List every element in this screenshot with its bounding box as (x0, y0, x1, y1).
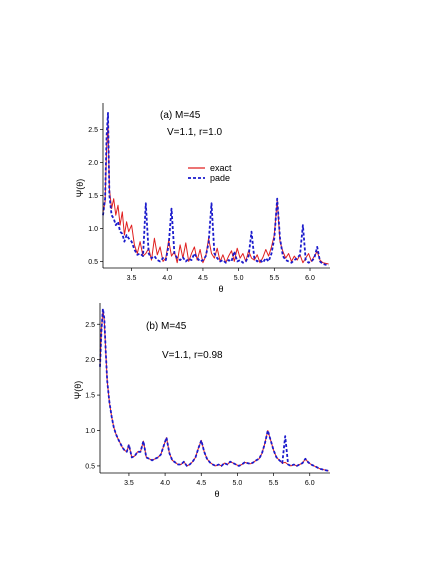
panel-a-y-tick-label: 1.5 (88, 193, 98, 200)
panel-a-series-exact (102, 122, 329, 265)
panel-a-y-tick-label: 1.0 (88, 226, 98, 233)
panel-a: 3.5 4.0 4.5 5.0 5.5 6.0 0.5 1.0 1.5 2.0 2.5 (a) M=… (75, 103, 330, 294)
panel-b-y-tick-label: 1.0 (85, 428, 95, 435)
panel-b-data-layer (99, 307, 329, 472)
panel-a-y-tick-label: 2.5 (88, 127, 98, 134)
panel-b-x-tick-label: 6.0 (305, 480, 315, 487)
panel-b-y-label: Ψ(θ) (73, 381, 83, 400)
panel-a-annotation-params: V=1.1, r=1.0 (167, 127, 222, 138)
panel-b-y-tick-label: 0.5 (85, 463, 95, 470)
panel-a-x-tick-label: 5.0 (234, 275, 244, 282)
panel-a-x-tick-label: 6.0 (305, 275, 315, 282)
panel-a-legend: exact pade (188, 163, 232, 183)
panel-b-annotation-params: V=1.1, r=0.98 (162, 350, 223, 361)
panel-b-series-pade (99, 307, 329, 472)
legend-exact-label: exact (210, 163, 232, 173)
panel-b-y-tick-label: 1.5 (85, 393, 95, 400)
panel-a-x-tick-label: 4.0 (162, 275, 172, 282)
panel-b-x-tick-label: 4.5 (196, 480, 206, 487)
panel-a-y-tick-label: 0.5 (88, 259, 98, 266)
panel-a-x-tick-label: 3.5 (127, 275, 137, 282)
panel-b-x-tick-label: 5.5 (269, 480, 279, 487)
panel-b-x-tick-label: 4.0 (160, 480, 170, 487)
panel-a-x-label: θ (218, 284, 223, 294)
panel-b-x-tick-label: 5.0 (233, 480, 243, 487)
panel-a-x-tick-label: 5.5 (269, 275, 279, 282)
panel-a-data-layer (102, 112, 329, 267)
legend-pade-label: pade (210, 173, 230, 183)
panel-b-x-tick-label: 3.5 (124, 480, 134, 487)
panel-a-series-pade (102, 112, 329, 267)
panel-b-ticks: 3.5 4.0 4.5 5.0 5.5 6.0 0.5 1.0 1.5 2.0 2.5 (85, 322, 314, 487)
panel-a-y-label: Ψ(θ) (75, 179, 85, 198)
panel-a-ticks: 3.5 4.0 4.5 5.0 5.5 6.0 0.5 1.0 1.5 2.0 2.5 (88, 127, 315, 282)
panel-a-x-tick-label: 4.5 (198, 275, 208, 282)
panel-b-y-tick-label: 2.5 (85, 322, 95, 329)
panel-b-y-tick-label: 2.0 (85, 357, 95, 364)
panel-a-y-tick-label: 2.0 (88, 160, 98, 167)
panel-b-x-label: θ (214, 489, 219, 499)
panel-b-annotation-title: (b) M=45 (146, 321, 187, 332)
panel-b-series-exact (99, 309, 329, 472)
panel-a-annotation-title: (a) M=45 (160, 110, 201, 121)
panel-b: 3.5 4.0 4.5 5.0 5.5 6.0 0.5 1.0 1.5 2.0 2.5 (b) M=… (73, 303, 330, 499)
